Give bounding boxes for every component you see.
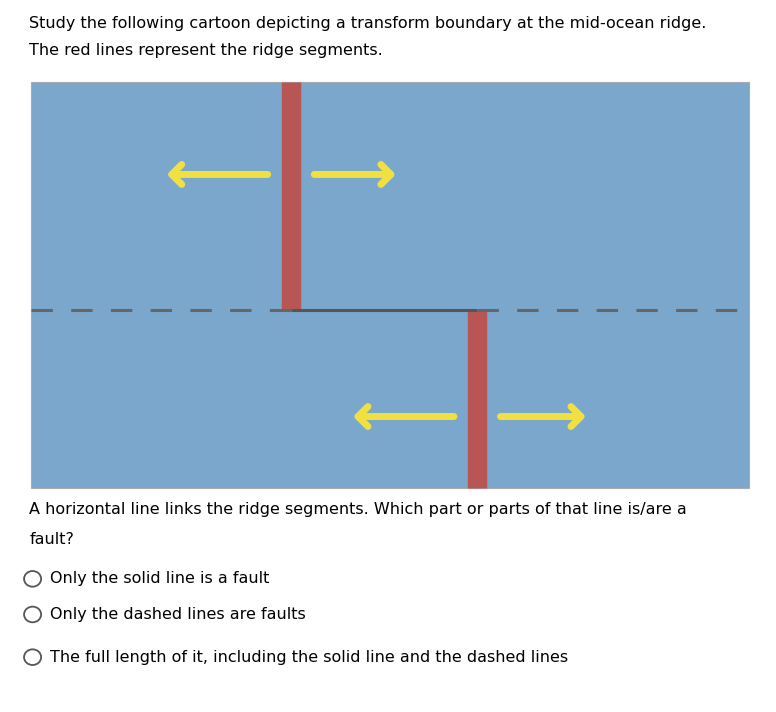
Text: The red lines represent the ridge segments.: The red lines represent the ridge segmen… [29, 43, 383, 58]
Text: The full length of it, including the solid line and the dashed lines: The full length of it, including the sol… [50, 649, 569, 665]
Text: A horizontal line links the ridge segments. Which part or parts of that line is/: A horizontal line links the ridge segmen… [29, 502, 688, 517]
Text: Only the dashed lines are faults: Only the dashed lines are faults [50, 607, 307, 622]
Text: fault?: fault? [29, 532, 74, 547]
Bar [31, 82, 749, 488]
Text: Only the solid line is a fault: Only the solid line is a fault [50, 571, 270, 587]
Text: Study the following cartoon depicting a transform boundary at the mid-ocean ridg: Study the following cartoon depicting a … [29, 16, 707, 31]
